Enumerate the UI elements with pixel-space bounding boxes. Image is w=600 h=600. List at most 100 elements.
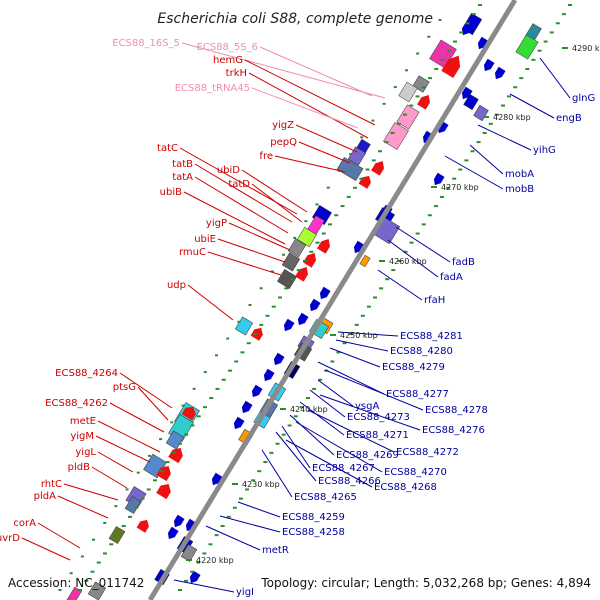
label-leader-line xyxy=(181,42,386,99)
gene-label: yigI xyxy=(236,587,254,598)
gene-label: yigP xyxy=(206,218,227,229)
gene-feature xyxy=(87,581,107,600)
gene-label: ECS88_4272 xyxy=(396,447,459,458)
gene-arrow xyxy=(477,36,489,50)
label-leader-line xyxy=(317,361,385,395)
label-leader-line xyxy=(285,439,373,488)
gene-arrow xyxy=(189,570,201,584)
label-leader-line xyxy=(251,183,303,223)
feature-layer xyxy=(66,12,542,600)
gene-feature xyxy=(347,146,367,166)
gene-label: ECS88_4262 xyxy=(45,398,108,409)
gene-label: ysgA xyxy=(355,401,379,412)
label-leader-line xyxy=(244,59,376,126)
label-leader-line xyxy=(337,331,399,337)
gene-label: ECS88_4258 xyxy=(282,527,345,538)
label-leader-line xyxy=(228,222,291,251)
gene-label: ubiB xyxy=(160,187,182,198)
label-leader-line xyxy=(319,394,421,431)
label-leader-line xyxy=(57,495,109,519)
gene-feature xyxy=(473,104,489,122)
gene-label: yihG xyxy=(533,145,556,156)
gene-feature xyxy=(336,156,364,182)
gene-label: engB xyxy=(556,113,582,124)
label-leader-line xyxy=(91,466,128,489)
label-leader-line xyxy=(469,144,504,175)
label-leader-line xyxy=(261,449,293,498)
gene-arrow xyxy=(251,384,263,398)
gene-label: ECS88_4279 xyxy=(382,362,445,373)
gene-label: tatB xyxy=(172,159,193,170)
gene-arrow xyxy=(211,472,223,486)
gene-arrow xyxy=(309,298,321,312)
gene-arrow xyxy=(283,318,295,332)
label-leader-line xyxy=(237,501,281,518)
label-leader-line xyxy=(251,87,359,129)
gene-label: rmuC xyxy=(179,247,206,258)
label-leader-line xyxy=(295,124,358,153)
gene-arrow xyxy=(319,286,331,300)
label-leader-line xyxy=(183,191,286,245)
gene-arrow xyxy=(483,58,495,72)
gene-feature xyxy=(383,122,409,150)
label-leader-line xyxy=(509,93,555,119)
gene-arrow xyxy=(353,240,365,254)
gene-label: corA xyxy=(13,518,36,529)
label-leader-line xyxy=(241,169,308,213)
label-leader-line xyxy=(289,414,335,456)
kbp-marker-label: 4250 kbp xyxy=(340,331,378,340)
accession-text: Accession: NC_011742 xyxy=(8,576,144,590)
gene-arrow xyxy=(263,368,275,382)
kbp-marker-label: 4240 kbp xyxy=(290,405,328,414)
label-leader-line xyxy=(194,176,289,234)
label-leader-line xyxy=(217,238,286,263)
gene-label: pldA xyxy=(34,491,56,502)
gene-label: fadA xyxy=(440,272,463,283)
gene-label: fadB xyxy=(452,257,475,268)
gene-label: ECS88_4265 xyxy=(294,492,357,503)
gene-label: glnG xyxy=(572,93,595,104)
label-leader-line xyxy=(187,284,234,321)
kbp-marker-label: 4280 kbp xyxy=(493,113,531,122)
label-leader-line xyxy=(248,72,369,139)
label-leader-line xyxy=(444,155,504,190)
label-leader-line xyxy=(205,525,261,551)
gene-arrow xyxy=(297,312,309,326)
gene-label: ECS88_4269 xyxy=(336,450,399,461)
gene-arrow xyxy=(173,514,185,528)
gene-feature xyxy=(463,93,479,111)
gene-label: ECS88_4281 xyxy=(400,331,463,342)
gene-label: tatA xyxy=(172,172,193,183)
gene-label: uvrD xyxy=(0,533,20,544)
gene-feature xyxy=(359,254,371,268)
label-leader-line xyxy=(335,339,389,352)
gene-label: ECS88_4264 xyxy=(55,368,118,379)
tick-layer xyxy=(58,4,572,591)
label-leader-line xyxy=(317,379,354,407)
label-leader-line xyxy=(274,155,346,173)
label-leader-line xyxy=(119,372,173,409)
gene-label: yigZ xyxy=(272,120,294,131)
label-leader-line xyxy=(194,163,293,223)
label-leader-line xyxy=(63,483,119,501)
label-leader-line xyxy=(324,369,424,411)
label-leader-line xyxy=(109,402,165,433)
gene-label: ECS88_4268 xyxy=(374,482,437,493)
label-leader-line xyxy=(281,425,311,469)
label-leader-line xyxy=(173,579,235,593)
label-leader-line xyxy=(97,420,161,453)
gene-arrow xyxy=(494,66,506,80)
gene-label: yigL xyxy=(75,447,96,458)
gene-label: ECS88_4266 xyxy=(318,476,381,487)
gene-label: ECS88_tRNA45 xyxy=(175,83,250,94)
leader-line-layer xyxy=(21,42,571,593)
topology-text: Topology: circular; Length: 5,032,268 bp… xyxy=(260,576,591,590)
gene-label: fre xyxy=(259,151,273,162)
gene-label: ECS88_4276 xyxy=(422,425,485,436)
gene-label: mobA xyxy=(505,169,534,180)
label-leader-line xyxy=(295,421,383,473)
gene-feature xyxy=(180,544,198,562)
label-leader-line xyxy=(307,409,395,453)
gene-label: ubiD xyxy=(217,165,240,176)
gene-arrow xyxy=(358,175,371,189)
